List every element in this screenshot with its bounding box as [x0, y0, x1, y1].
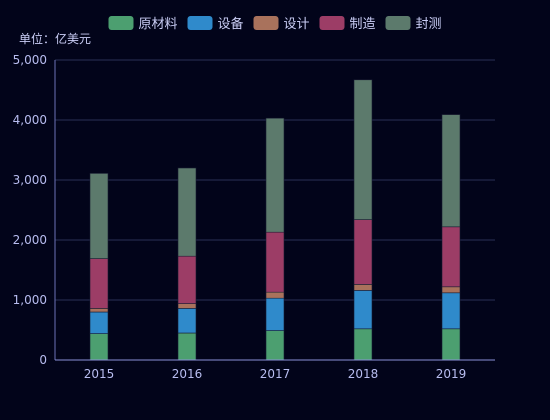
- legend: 原材料 设备 设计 制造 封测: [108, 16, 442, 32]
- x-axis: 2015 2016 2017 2018 2019: [55, 359, 495, 381]
- bar-segment: [265, 291, 285, 299]
- legend-swatch: [187, 16, 213, 30]
- y-tick-label: 4,000: [13, 113, 47, 127]
- bar-segment: [441, 286, 461, 294]
- legend-item[interactable]: 设备: [187, 16, 244, 32]
- x-tick-label: 2016: [172, 367, 203, 381]
- bar-segment: [353, 284, 373, 291]
- y-tick-label: 1,000: [13, 293, 47, 307]
- legend-swatch: [385, 16, 411, 30]
- bar-segment: [177, 167, 197, 257]
- bar-segment: [177, 255, 197, 304]
- x-tick-label: 2019: [436, 367, 467, 381]
- legend-label: 原材料: [139, 17, 178, 32]
- y-axis-ticks: 0 1,000 2,000 3,000 4,000 5,000: [13, 53, 56, 367]
- x-tick-label: 2017: [260, 367, 291, 381]
- x-tick-label: 2015: [84, 367, 115, 381]
- legend-item[interactable]: 制造: [319, 16, 376, 32]
- legend-label: 设计: [284, 17, 310, 32]
- y-tick-label: 0: [39, 353, 47, 367]
- bar-segment: [353, 219, 373, 285]
- bar-segment: [265, 117, 285, 233]
- bar-segment: [441, 114, 461, 228]
- bar-segment: [177, 303, 197, 309]
- bar-segment: [89, 311, 109, 334]
- bar-segment: [441, 292, 461, 330]
- legend-swatch: [319, 16, 345, 30]
- bar-segment: [265, 231, 285, 293]
- bar-segment: [89, 308, 109, 313]
- y-tick-label: 5,000: [13, 53, 47, 67]
- bars: [89, 79, 461, 361]
- legend-label: 制造: [350, 17, 376, 32]
- legend-swatch: [253, 16, 279, 30]
- legend-label: 封测: [416, 17, 442, 32]
- legend-label: 设备: [218, 16, 244, 32]
- legend-item[interactable]: 原材料: [108, 16, 178, 32]
- bar-segment: [265, 297, 285, 331]
- bar-segment: [353, 290, 373, 330]
- bar-segment: [441, 328, 461, 361]
- bar-segment: [353, 79, 373, 220]
- bar-segment: [89, 333, 109, 361]
- y-tick-label: 2,000: [13, 233, 47, 247]
- legend-item[interactable]: 封测: [385, 16, 442, 32]
- x-tick-label: 2018: [348, 367, 379, 381]
- bar-segment: [441, 226, 461, 288]
- bar-segment: [265, 330, 285, 361]
- unit-label: 单位：亿美元: [19, 31, 91, 46]
- bar-segment: [177, 332, 197, 361]
- bar-segment: [89, 258, 109, 309]
- bar-segment: [89, 173, 109, 259]
- legend-swatch: [108, 16, 134, 30]
- bar-segment: [177, 308, 197, 334]
- y-tick-label: 3,000: [13, 173, 47, 187]
- bar-segment: [353, 328, 373, 361]
- legend-item[interactable]: 设计: [253, 16, 310, 32]
